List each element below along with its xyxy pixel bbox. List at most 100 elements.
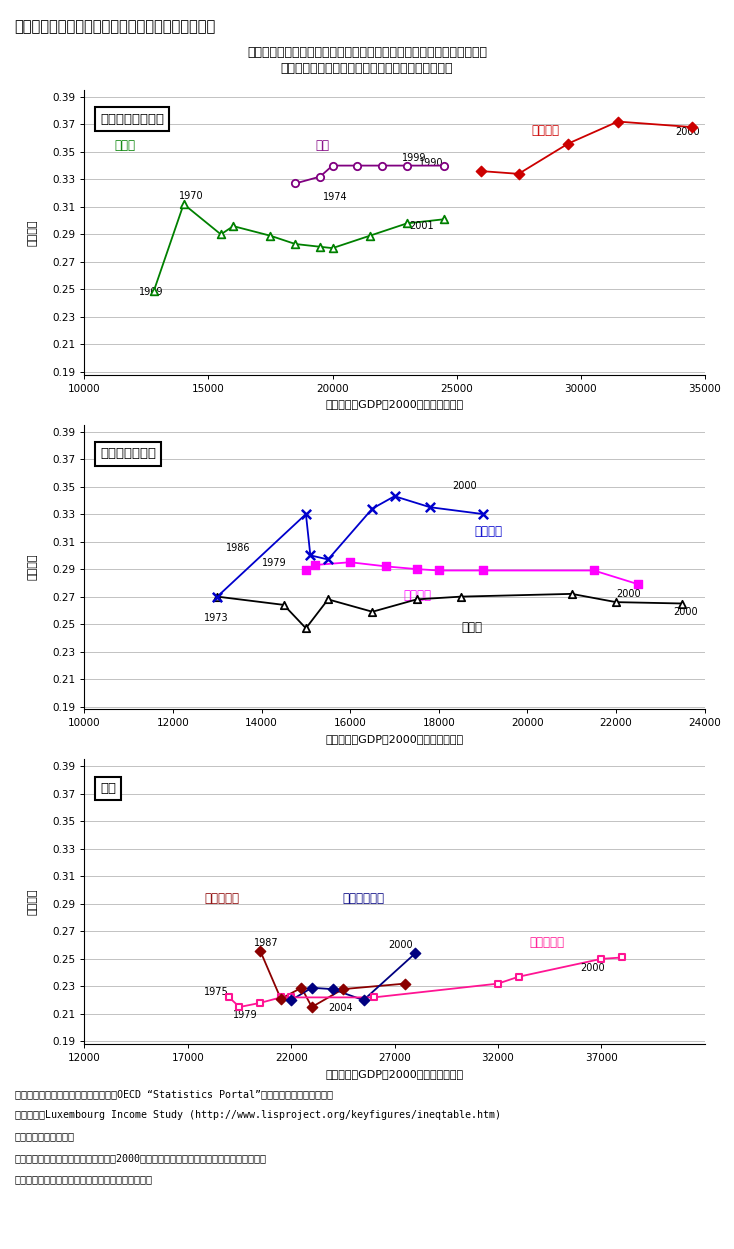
- Point: [322, 550, 334, 570]
- Text: カナダ: カナダ: [115, 139, 135, 152]
- Point: [512, 164, 524, 184]
- Point: [289, 174, 301, 194]
- Point: [300, 505, 312, 525]
- Point: [289, 234, 301, 254]
- Text: 1975: 1975: [204, 987, 229, 997]
- Point: [337, 979, 349, 999]
- Point: [399, 974, 411, 994]
- Point: [612, 111, 624, 131]
- Point: [314, 237, 326, 257]
- Point: [610, 592, 622, 612]
- Text: 2004: 2004: [328, 1003, 353, 1013]
- Text: 大陸ヨーロッパ: 大陸ヨーロッパ: [100, 447, 156, 461]
- Point: [455, 587, 467, 607]
- Point: [512, 967, 524, 987]
- Text: 1970: 1970: [178, 191, 203, 201]
- Point: [364, 226, 376, 246]
- Text: ノルウェー: ノルウェー: [529, 937, 564, 949]
- Text: （備考）１．一人当たりギディピは、OECD “Statistics Portal”により作成。ジニ係数は、: （備考）１．一人当たりギディピは、OECD “Statistics Portal…: [15, 1089, 333, 1099]
- Text: 2000: 2000: [675, 127, 700, 137]
- Point: [327, 156, 338, 176]
- Point: [211, 587, 223, 607]
- Point: [300, 561, 312, 581]
- Point: [377, 156, 388, 176]
- Point: [314, 166, 326, 186]
- Y-axis label: ジニ係数: ジニ係数: [28, 219, 38, 246]
- Text: 北欧: 北欧: [100, 782, 116, 796]
- Point: [215, 225, 227, 245]
- Text: 1999: 1999: [402, 154, 426, 164]
- Point: [366, 602, 378, 622]
- Point: [278, 595, 290, 615]
- Point: [401, 156, 413, 176]
- Point: [309, 555, 321, 575]
- Text: 2000: 2000: [616, 588, 641, 598]
- Text: 1974: 1974: [322, 192, 347, 202]
- Point: [344, 552, 356, 572]
- Point: [233, 997, 245, 1017]
- X-axis label: 一人当たりGDP（2000年基準、ドル）: 一人当たりGDP（2000年基準、ドル）: [325, 400, 464, 410]
- Text: 2000: 2000: [452, 481, 477, 491]
- Point: [296, 978, 308, 998]
- X-axis label: 一人当たりGDP（2000年基準、ドル）: 一人当たりGDP（2000年基準、ドル）: [325, 1069, 464, 1079]
- Point: [368, 988, 379, 1008]
- Text: Luxembourg Income Study (http://www.lisproject.org/keyfigures/ineqtable.htm): Luxembourg Income Study (http://www.lisp…: [15, 1110, 501, 1120]
- Point: [352, 156, 363, 176]
- Text: 1973: 1973: [204, 613, 229, 623]
- Text: アメリカ: アメリカ: [531, 124, 559, 137]
- Point: [424, 497, 436, 517]
- Point: [265, 226, 277, 246]
- Text: アングロサクソン諸国では、経済成長とともに格差拡大がみられるが、: アングロサクソン諸国では、経済成長とともに格差拡大がみられるが、: [247, 46, 487, 59]
- Text: 1979: 1979: [261, 558, 286, 568]
- Point: [389, 486, 401, 506]
- Text: フランス: フランス: [404, 590, 432, 602]
- Text: 1969: 1969: [139, 287, 164, 297]
- Point: [357, 990, 369, 1010]
- Point: [433, 561, 445, 581]
- Point: [438, 156, 450, 176]
- Point: [616, 948, 628, 968]
- Text: スウェーデン: スウェーデン: [343, 893, 385, 906]
- Point: [228, 216, 239, 236]
- Point: [306, 997, 318, 1017]
- Point: [411, 590, 423, 610]
- X-axis label: 一人当たりGDP（2000年基準、ドル）: 一人当たりGDP（2000年基準、ドル）: [325, 734, 464, 744]
- Text: ２．一人当たりギディピは、2000年基準で為替レートを固定した実質ギディピ。: ２．一人当たりギディピは、2000年基準で為替レートを固定した実質ギディピ。: [15, 1153, 266, 1163]
- Point: [286, 988, 297, 1008]
- Text: アングロサクソン: アングロサクソン: [100, 112, 164, 126]
- Point: [410, 943, 421, 963]
- Point: [438, 210, 450, 230]
- Point: [275, 988, 287, 1008]
- Point: [595, 949, 607, 969]
- Text: デンマーク: デンマーク: [204, 893, 239, 906]
- Point: [211, 587, 223, 607]
- Point: [566, 583, 578, 603]
- Point: [305, 546, 316, 566]
- Point: [401, 214, 413, 234]
- Point: [254, 993, 266, 1013]
- Point: [223, 988, 235, 1008]
- Point: [632, 575, 644, 595]
- Point: [286, 990, 297, 1010]
- Text: 1986: 1986: [226, 543, 251, 553]
- Text: より作成。: より作成。: [15, 1132, 75, 1142]
- Text: 1987: 1987: [254, 938, 279, 948]
- Point: [306, 978, 318, 998]
- Text: 英国: 英国: [315, 139, 329, 152]
- Point: [492, 974, 504, 994]
- Point: [254, 940, 266, 960]
- Point: [562, 134, 574, 154]
- Text: 大陸ヨーロッパ、北欧諸国では、格差拡大は緩やか: 大陸ヨーロッパ、北欧諸国では、格差拡大は緩やか: [280, 62, 454, 75]
- Point: [366, 498, 378, 518]
- Point: [275, 989, 287, 1009]
- Point: [477, 505, 489, 525]
- Text: 2000: 2000: [674, 607, 698, 617]
- Text: 2001: 2001: [410, 221, 434, 231]
- Point: [677, 593, 688, 613]
- Text: 1990: 1990: [419, 157, 444, 167]
- Point: [477, 561, 489, 581]
- Point: [686, 117, 698, 137]
- Y-axis label: ジニ係数: ジニ係数: [28, 553, 38, 581]
- Point: [476, 161, 487, 181]
- Y-axis label: ジニ係数: ジニ係数: [28, 888, 38, 916]
